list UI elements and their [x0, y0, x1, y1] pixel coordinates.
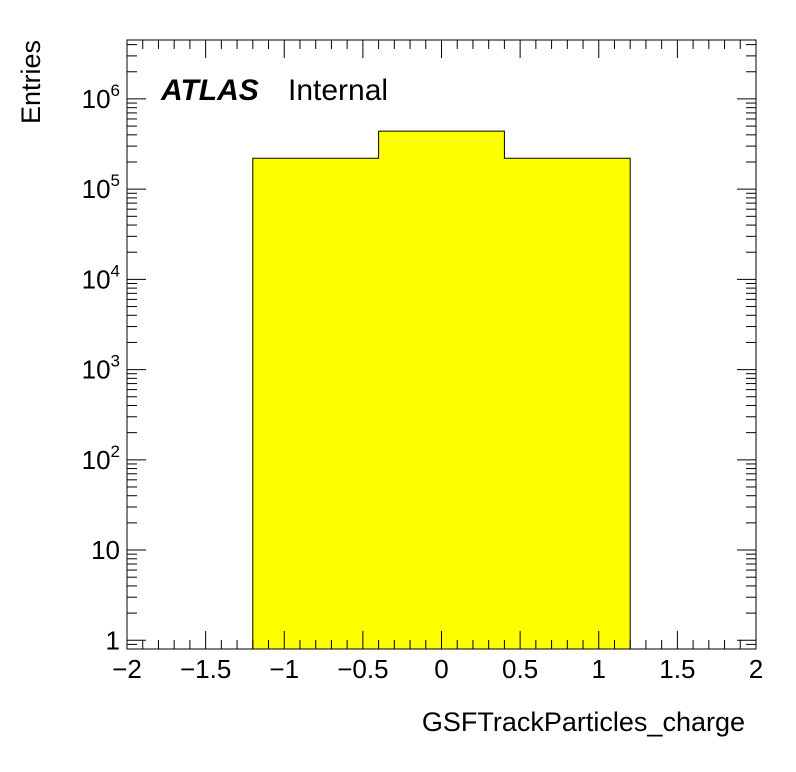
x-tick-label: 1: [592, 654, 606, 684]
x-tick-label: 0: [434, 654, 448, 684]
x-tick-label: −2: [112, 654, 142, 684]
axis-ticks: [126, 40, 757, 650]
x-tick-label: 1.5: [659, 654, 695, 684]
histogram-bars: [252, 130, 631, 649]
y-tick-label: 106: [82, 81, 120, 114]
internal-label: Internal: [288, 74, 388, 107]
y-tick-label: 103: [82, 352, 120, 385]
x-tick-label: −1.5: [180, 654, 231, 684]
y-tick-label: 10: [91, 535, 120, 565]
histogram-outline: [252, 130, 631, 649]
x-tick-label: 2: [749, 654, 763, 684]
plot-frame: [126, 39, 757, 650]
y-tick-label: 105: [82, 171, 120, 204]
x-tick-label: −1: [269, 654, 299, 684]
tick-labels: −2 −1.5 −1 −0.5 0 0.5 1 1.5 2 1 10 102 103 104 105 106: [82, 81, 764, 684]
histogram-bin-1: [378, 131, 505, 649]
y-tick-label: 1: [106, 625, 120, 655]
y-tick-label: 102: [82, 442, 120, 475]
x-tick-label: −0.5: [337, 654, 388, 684]
x-axis-title: GSFTrackParticles_charge: [422, 707, 745, 737]
y-axis-title: Entries: [16, 40, 46, 124]
atlas-label: ATLAS: [160, 74, 259, 107]
histogram-bin-0: [252, 158, 379, 649]
y-tick-label: 104: [82, 261, 120, 294]
x-tick-label: 0.5: [502, 654, 538, 684]
histogram-bin-2: [504, 158, 631, 649]
